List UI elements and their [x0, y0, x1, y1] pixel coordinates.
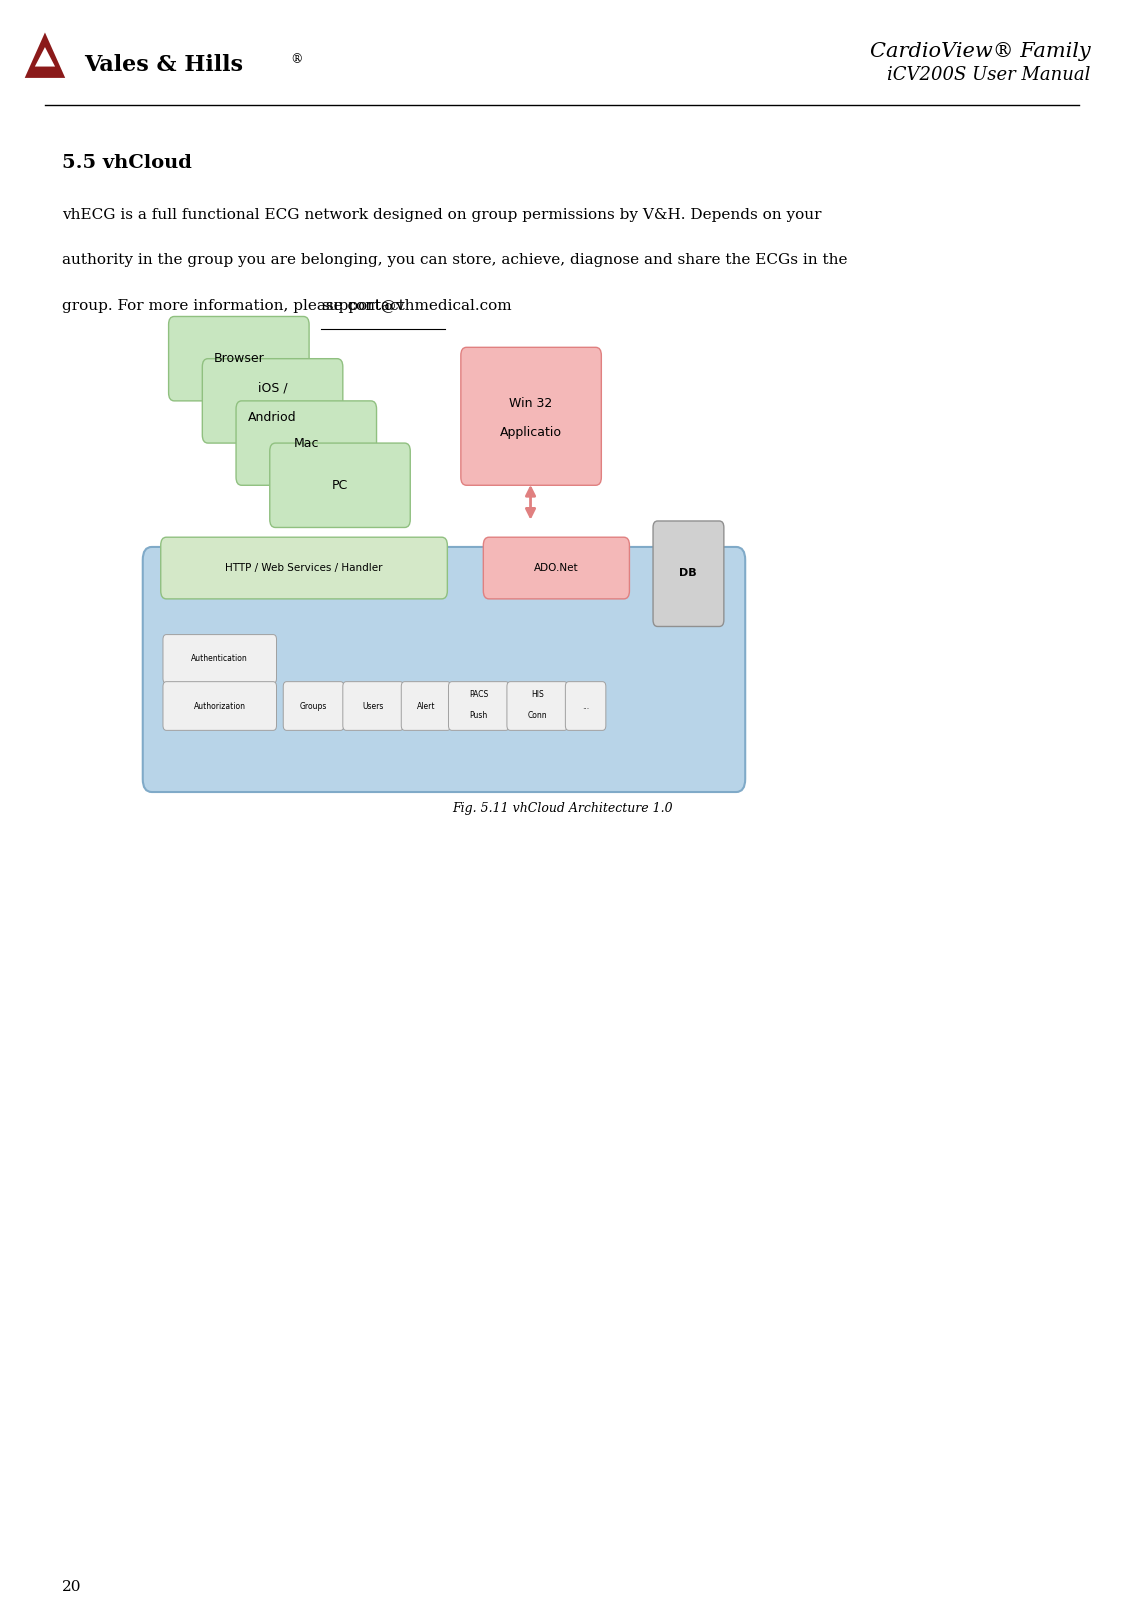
- Text: Browser: Browser: [214, 352, 264, 365]
- Text: DB: DB: [679, 568, 697, 578]
- FancyBboxPatch shape: [507, 682, 568, 730]
- Polygon shape: [25, 32, 65, 78]
- FancyBboxPatch shape: [161, 537, 447, 599]
- FancyBboxPatch shape: [653, 521, 724, 626]
- Text: CardioView® Family: CardioView® Family: [870, 42, 1090, 62]
- Text: HTTP / Web Services / Handler: HTTP / Web Services / Handler: [225, 563, 383, 573]
- Text: Alert: Alert: [417, 701, 435, 711]
- Text: HIS: HIS: [531, 690, 544, 700]
- Text: Authorization: Authorization: [193, 701, 246, 711]
- Text: Vales & Hills: Vales & Hills: [84, 54, 243, 76]
- FancyBboxPatch shape: [143, 547, 745, 792]
- FancyBboxPatch shape: [401, 682, 451, 730]
- Text: ®: ®: [290, 54, 302, 67]
- Text: Groups: Groups: [300, 701, 327, 711]
- Text: authority in the group you are belonging, you can store, achieve, diagnose and s: authority in the group you are belonging…: [62, 253, 847, 268]
- Text: iCV200S User Manual: iCV200S User Manual: [887, 65, 1090, 84]
- Text: Win 32: Win 32: [509, 396, 553, 411]
- Polygon shape: [35, 47, 55, 67]
- Text: Authentication: Authentication: [191, 654, 248, 664]
- FancyBboxPatch shape: [565, 682, 606, 730]
- FancyBboxPatch shape: [236, 401, 377, 485]
- Text: PACS: PACS: [469, 690, 489, 700]
- Text: Fig. 5.11 vhCloud Architecture 1.0: Fig. 5.11 vhCloud Architecture 1.0: [452, 802, 672, 815]
- Text: Push: Push: [470, 711, 488, 721]
- FancyBboxPatch shape: [343, 682, 404, 730]
- Text: iOS /: iOS /: [257, 381, 288, 394]
- FancyBboxPatch shape: [270, 443, 410, 527]
- Text: Users: Users: [362, 701, 384, 711]
- Text: group. For more information, please contact: group. For more information, please cont…: [62, 299, 409, 313]
- FancyBboxPatch shape: [163, 682, 277, 730]
- FancyBboxPatch shape: [169, 316, 309, 401]
- FancyBboxPatch shape: [163, 635, 277, 683]
- Text: Andriod: Andriod: [248, 411, 297, 424]
- Text: Mac: Mac: [293, 437, 319, 450]
- Text: vhECG is a full functional ECG network designed on group permissions by V&H. Dep: vhECG is a full functional ECG network d…: [62, 208, 822, 222]
- FancyBboxPatch shape: [283, 682, 344, 730]
- FancyBboxPatch shape: [448, 682, 509, 730]
- Text: Applicatio: Applicatio: [500, 425, 562, 440]
- FancyBboxPatch shape: [461, 347, 601, 485]
- Text: support@vhmedical.com: support@vhmedical.com: [321, 299, 513, 313]
- FancyBboxPatch shape: [483, 537, 629, 599]
- FancyBboxPatch shape: [202, 359, 343, 443]
- Text: PC: PC: [332, 479, 348, 492]
- Text: ADO.Net: ADO.Net: [534, 563, 579, 573]
- Text: Conn: Conn: [527, 711, 547, 721]
- Text: 5.5 vhCloud: 5.5 vhCloud: [62, 154, 192, 172]
- Text: ...: ...: [582, 701, 589, 711]
- Text: 20: 20: [62, 1579, 81, 1594]
